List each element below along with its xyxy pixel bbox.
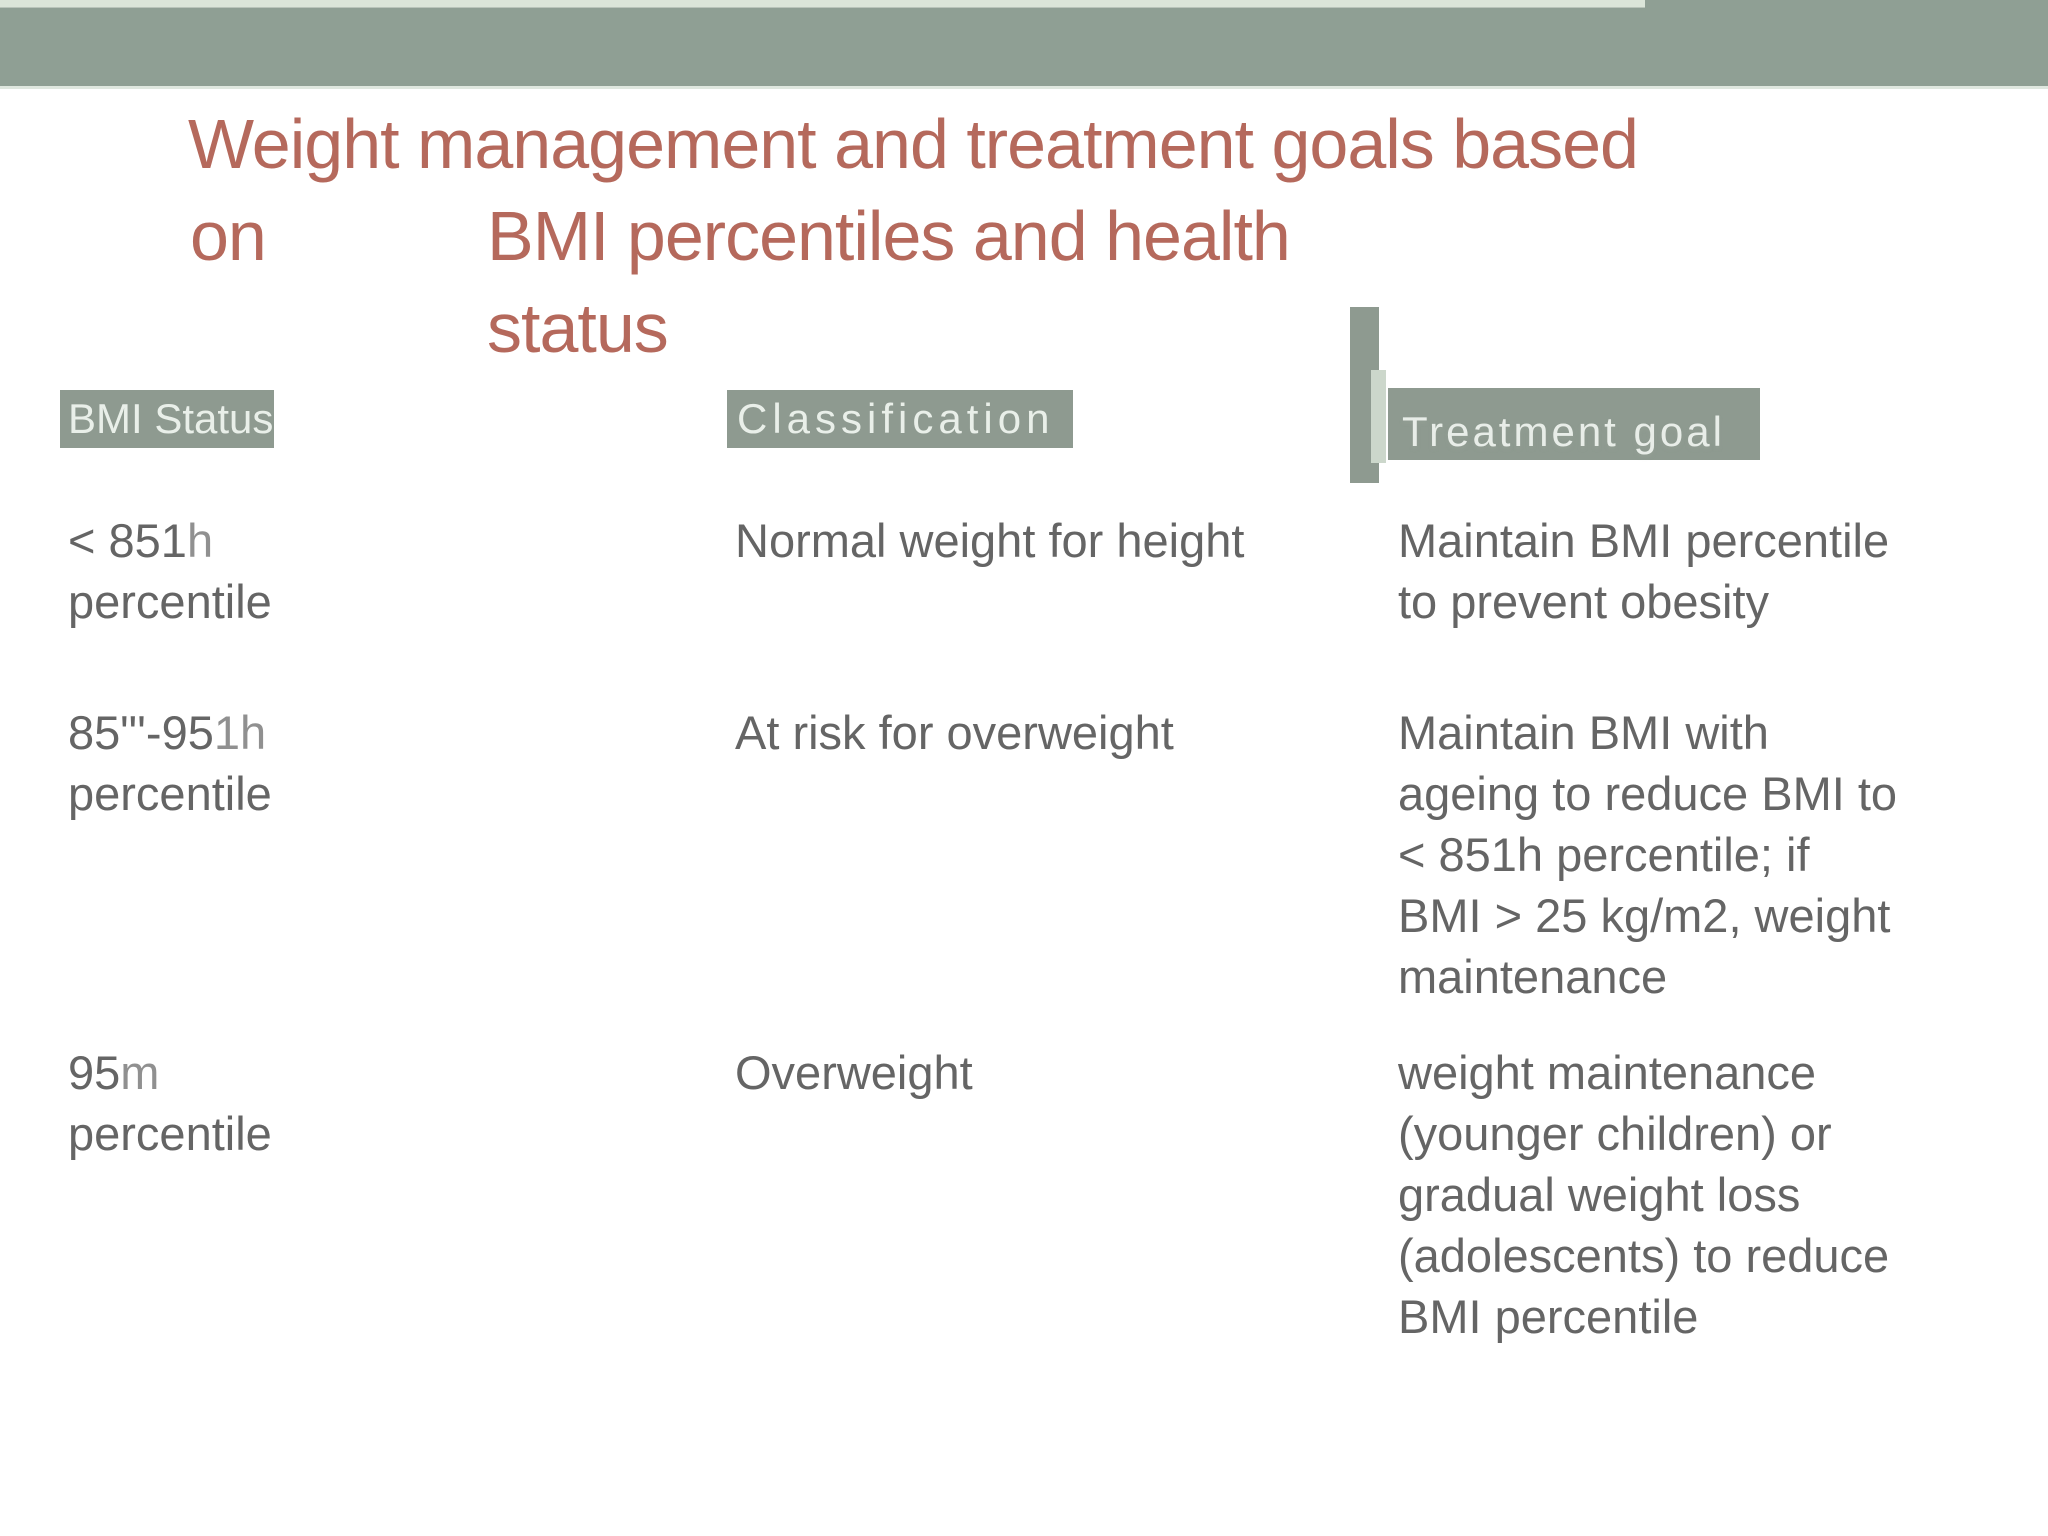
row2-goal-line: maintenance [1398, 950, 1668, 1003]
slide-title-line-3: status [487, 289, 669, 367]
row3-goal-line: weight maintenance [1398, 1046, 1817, 1099]
row3-classification-cell: Overweight [735, 1046, 973, 1099]
row2-classification-cell: At risk for overweight [735, 706, 1174, 759]
row1-goal-line: Maintain BMI percentile [1398, 514, 1890, 567]
row2-bmi-status-cell: 85"'-951h percentile [68, 702, 272, 824]
row3-bmi-status-cell: 95m percentile [68, 1042, 272, 1164]
row2-treatment-goal-cell: Maintain BMI with ageing to reduce BMI t… [1398, 702, 1897, 1007]
row1-goal-line: to prevent obesity [1398, 575, 1769, 628]
row3-goal-line: (adolescents) to reduce [1398, 1229, 1890, 1282]
row1-bmi-muted: h [186, 514, 214, 567]
top-banner [0, 0, 2048, 89]
row1-bmi-status-cell: < 851h percentile [68, 510, 272, 632]
row1-treatment-goal-cell: Maintain BMI percentile to prevent obesi… [1398, 510, 1889, 632]
row3-goal-line: BMI percentile [1398, 1290, 1699, 1343]
column-header-treatment-goal-box [1388, 388, 1760, 460]
row3-goal-line: gradual weight loss [1398, 1168, 1801, 1221]
row2-goal-line: BMI > 25 kg/m2, weight [1398, 889, 1891, 942]
row1-bmi-line1: < 851h [68, 510, 272, 571]
row1-classification-cell: Normal weight for height [735, 514, 1245, 567]
row2-goal-line: < 851h percentile; if [1398, 828, 1810, 881]
row3-bmi-line1: 95m [68, 1042, 272, 1103]
row3-bmi-main: 95 [68, 1046, 121, 1099]
row3-treatment-goal-cell: weight maintenance (younger children) or… [1398, 1042, 1889, 1347]
slide-title-line-1: Weight management and treatment goals ba… [188, 105, 1639, 183]
row2-bmi-line2: percentile [68, 767, 272, 820]
row3-bmi-muted: m [120, 1046, 160, 1099]
row2-goal-line: Maintain BMI with [1398, 706, 1769, 759]
slide-title-line-2-word: on [190, 197, 267, 275]
row3-bmi-line2: percentile [68, 1107, 272, 1160]
row2-goal-line: ageing to reduce BMI to [1398, 767, 1898, 820]
top-banner-highlight-strip [0, 0, 1645, 8]
row2-bmi-line1: 85"'-951h [68, 702, 272, 763]
row2-bmi-main: 85"'-95 [68, 706, 214, 759]
row3-goal-line: (younger children) or [1398, 1107, 1832, 1160]
slide-title-line-2-rest: BMI percentiles and health [487, 197, 1291, 275]
row2-bmi-muted: 1h [213, 706, 267, 759]
column-header-bmi-status: BMI Status [60, 390, 274, 448]
column-header-treatment-goal: Treatment goal [1402, 408, 1725, 455]
row1-bmi-main: < 851 [68, 514, 187, 567]
column-header-classification: Classification [727, 390, 1073, 448]
row1-bmi-line2: percentile [68, 575, 272, 628]
treatment-header-light-strip [1371, 370, 1386, 463]
